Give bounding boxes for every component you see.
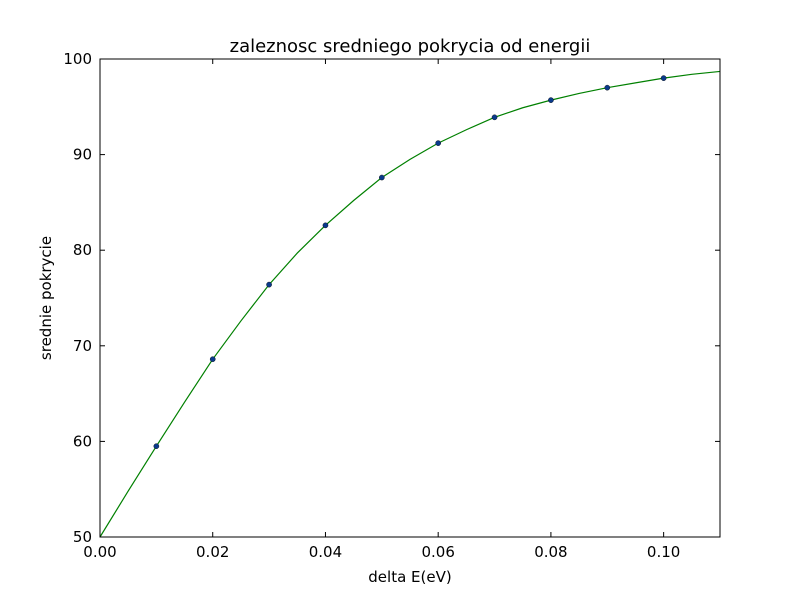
y-axis-label: srednie pokrycie	[37, 236, 55, 360]
data-point	[491, 114, 498, 121]
data-point	[266, 281, 272, 288]
x-tick-label: 0.06	[421, 543, 454, 561]
x-tick-label: 0.02	[196, 543, 229, 561]
data-point	[322, 222, 329, 229]
y-tick-label: 50	[73, 528, 92, 546]
data-point	[153, 443, 160, 449]
y-tick-label: 90	[73, 146, 92, 164]
data-point	[548, 97, 554, 103]
x-tick-label: 0.08	[534, 543, 567, 561]
x-tick-label: 0.10	[647, 543, 680, 561]
fit-curve-line	[99, 70, 721, 538]
data-point	[435, 140, 441, 146]
x-axis-label: delta E(eV)	[368, 568, 451, 586]
y-axis: 50 60 70 80 90 100	[63, 50, 720, 546]
x-tick-label: 0.00	[83, 543, 116, 561]
y-tick-label: 100	[63, 50, 92, 68]
chart-title: zaleznosc sredniego pokrycia od energii	[230, 36, 591, 57]
data-point	[379, 174, 385, 181]
data-point	[209, 356, 216, 362]
data-layer	[99, 70, 721, 538]
y-tick-label: 70	[73, 337, 92, 355]
data-point	[604, 84, 611, 91]
plot-frame	[99, 58, 721, 538]
x-tick-label: 0.04	[309, 543, 342, 561]
y-tick-label: 80	[73, 241, 92, 259]
x-axis: 0.00 0.02 0.04 0.06 0.08 0.10	[83, 59, 680, 561]
y-tick-label: 60	[73, 432, 92, 450]
data-point	[660, 75, 667, 81]
